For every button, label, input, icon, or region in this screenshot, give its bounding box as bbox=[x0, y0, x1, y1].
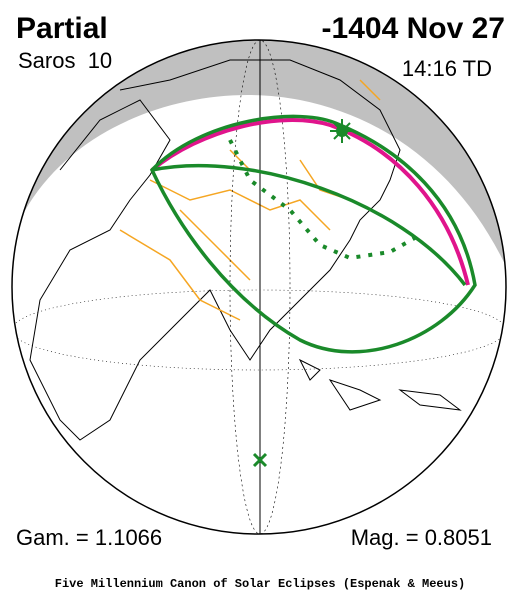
meridian bbox=[229, 40, 291, 534]
credit: Five Millennium Canon of Solar Eclipses … bbox=[55, 577, 465, 591]
globe-outline bbox=[11, 39, 507, 535]
greatest-eclipse-marker bbox=[330, 119, 354, 143]
eclipse-limit bbox=[149, 114, 477, 354]
eclipse-type: Partial bbox=[16, 12, 108, 45]
borders bbox=[119, 79, 381, 321]
eclipse-limit-inner bbox=[151, 163, 467, 287]
time: 14:16 TD bbox=[402, 56, 492, 81]
eclipse-date: -1404 Nov 27 bbox=[322, 12, 505, 45]
saros: Saros 10 bbox=[18, 48, 112, 73]
magnitude: Mag. = 0.8051 bbox=[351, 525, 492, 550]
islands bbox=[298, 358, 462, 411]
sub-solar-marker bbox=[252, 452, 268, 468]
gamma: Gam. = 1.1066 bbox=[16, 525, 162, 550]
max-eclipse-curve bbox=[150, 118, 470, 286]
